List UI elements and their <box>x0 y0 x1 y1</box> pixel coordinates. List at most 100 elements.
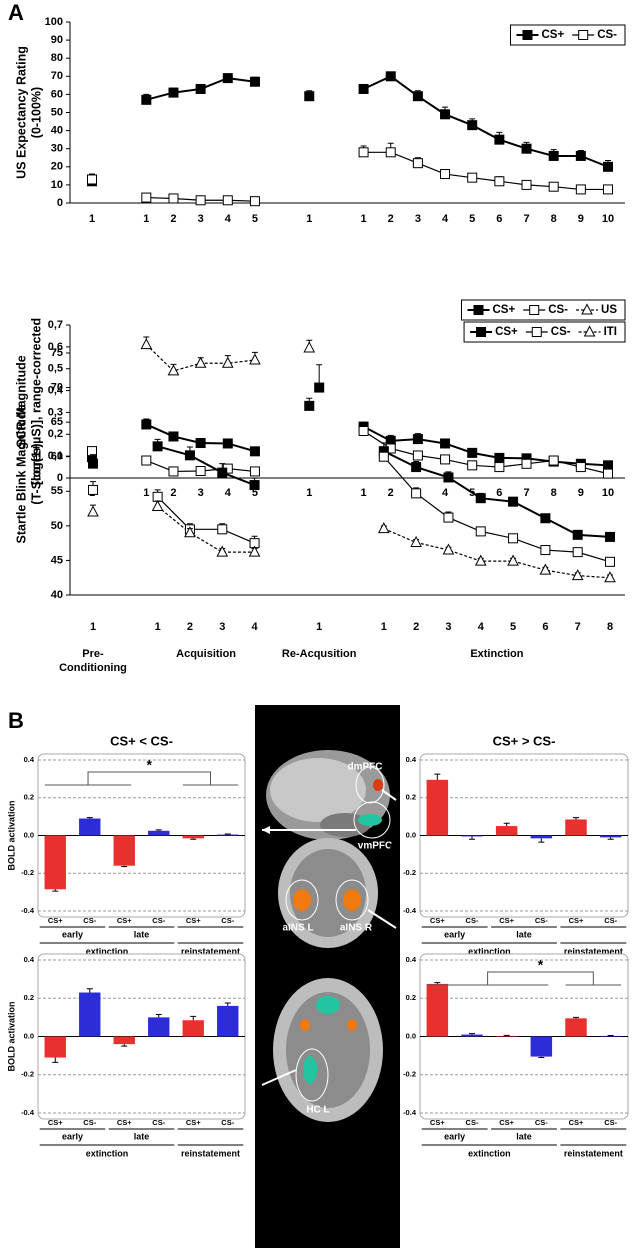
x-tick-label: 2 <box>170 213 176 225</box>
region-label: aINS R <box>340 923 373 934</box>
marker <box>603 468 613 479</box>
bar <box>565 819 587 836</box>
marker <box>249 446 260 457</box>
error-bar <box>52 889 59 892</box>
bar <box>113 835 135 866</box>
error-bar <box>155 1014 162 1018</box>
x-tick-label: CS+ <box>430 1118 445 1127</box>
x-tick-label: 1 <box>143 213 149 225</box>
marker <box>249 480 260 491</box>
marker <box>194 356 207 368</box>
y-tick-label: 0.2 <box>24 793 34 802</box>
x-group-label: Extinction <box>470 648 524 660</box>
x-subgroup-label: late <box>134 929 150 939</box>
marker <box>249 196 260 207</box>
bar <box>461 1034 483 1037</box>
marker <box>494 176 505 187</box>
legend: CS+ CS- <box>509 24 626 46</box>
chart-title: CS+ < CS- <box>110 733 173 748</box>
significance-bracket <box>426 971 622 986</box>
y-axis-label: Startle Blink Magnitude <box>14 405 28 544</box>
y-tick-label: 0 <box>57 472 63 484</box>
y-tick-label: 0,6 <box>48 341 63 353</box>
legend-label: CS+ <box>541 29 564 41</box>
y-tick-label: -0.2 <box>21 1070 34 1079</box>
legend-marker <box>529 305 540 315</box>
marker <box>385 71 396 82</box>
x-subgroup-label: late <box>516 1131 532 1141</box>
y-tick-label: -0.2 <box>21 868 34 877</box>
legend: CS+ CS- ITI <box>463 321 626 343</box>
marker <box>521 143 532 154</box>
legend-label: CS+ <box>495 326 518 338</box>
marker <box>440 169 451 180</box>
legend-item: ITI <box>578 325 617 338</box>
x-subgroup-label: early <box>62 929 83 939</box>
legend-label: ITI <box>604 326 617 338</box>
legend-label: CS- <box>548 304 568 316</box>
bar <box>426 983 449 1037</box>
marker <box>314 382 325 393</box>
marker <box>440 454 451 465</box>
x-tick-label: CS- <box>83 916 96 925</box>
marker <box>378 451 389 462</box>
marker <box>494 452 505 463</box>
marker <box>539 563 552 575</box>
marker <box>575 150 586 161</box>
marker <box>216 545 229 557</box>
significance-bracket <box>44 771 239 786</box>
marker <box>249 466 260 477</box>
x-subgroup-label: late <box>134 1131 150 1141</box>
marker <box>540 513 551 524</box>
error-bar <box>538 838 545 843</box>
legend-marker <box>531 327 542 337</box>
y-tick-label: -0.4 <box>403 1108 417 1117</box>
marker <box>141 192 152 203</box>
y-tick-label: 0,5 <box>48 363 63 375</box>
y-tick-label: 60 <box>51 88 63 100</box>
series-line <box>363 430 609 475</box>
x-tick-label: CS- <box>604 1118 617 1127</box>
legend-marker <box>581 303 593 315</box>
error-bar <box>503 822 510 827</box>
x-tick-label: CS+ <box>186 1118 201 1127</box>
y-tick-label: 0.0 <box>406 1031 416 1040</box>
x-tick-label: 7 <box>523 487 529 499</box>
y-tick-label: 0.4 <box>406 955 417 964</box>
marker <box>412 450 423 461</box>
marker <box>411 462 422 473</box>
bar <box>44 1036 66 1058</box>
error-bar <box>538 1056 545 1059</box>
marker <box>605 531 615 542</box>
x-tick-label: 6 <box>496 487 502 499</box>
x-tick-label: CS+ <box>186 916 201 925</box>
legend-item: CS+ <box>467 304 516 316</box>
x-tick-label: 3 <box>219 621 225 633</box>
marker <box>548 181 559 192</box>
legend-label: CS+ <box>493 304 516 316</box>
marker <box>571 569 584 581</box>
series-line <box>157 496 255 544</box>
marker <box>603 161 613 172</box>
x-tick-label: CS+ <box>499 916 514 925</box>
bar <box>530 1036 553 1057</box>
y-tick-label: -0.2 <box>403 1070 416 1079</box>
marker <box>249 353 261 365</box>
x-tick-label: 1 <box>361 487 367 499</box>
marker <box>443 512 454 523</box>
marker <box>575 184 586 195</box>
bar <box>148 1017 170 1037</box>
marker <box>141 94 152 105</box>
error-bar <box>573 1016 579 1019</box>
y-tick-label: 40 <box>51 125 63 137</box>
x-tick-label: CS+ <box>48 1118 63 1127</box>
x-tick-label: 1 <box>361 213 367 225</box>
error-bar <box>121 1044 128 1047</box>
marker <box>412 158 423 169</box>
y-tick-label: 90 <box>51 34 63 46</box>
y-tick-label: 70 <box>51 381 63 393</box>
x-tick-label: 2 <box>187 621 193 633</box>
x-tick-label: 3 <box>198 213 204 225</box>
x-tick-label: 5 <box>510 621 516 633</box>
x-subgroup-label: early <box>444 1131 465 1141</box>
